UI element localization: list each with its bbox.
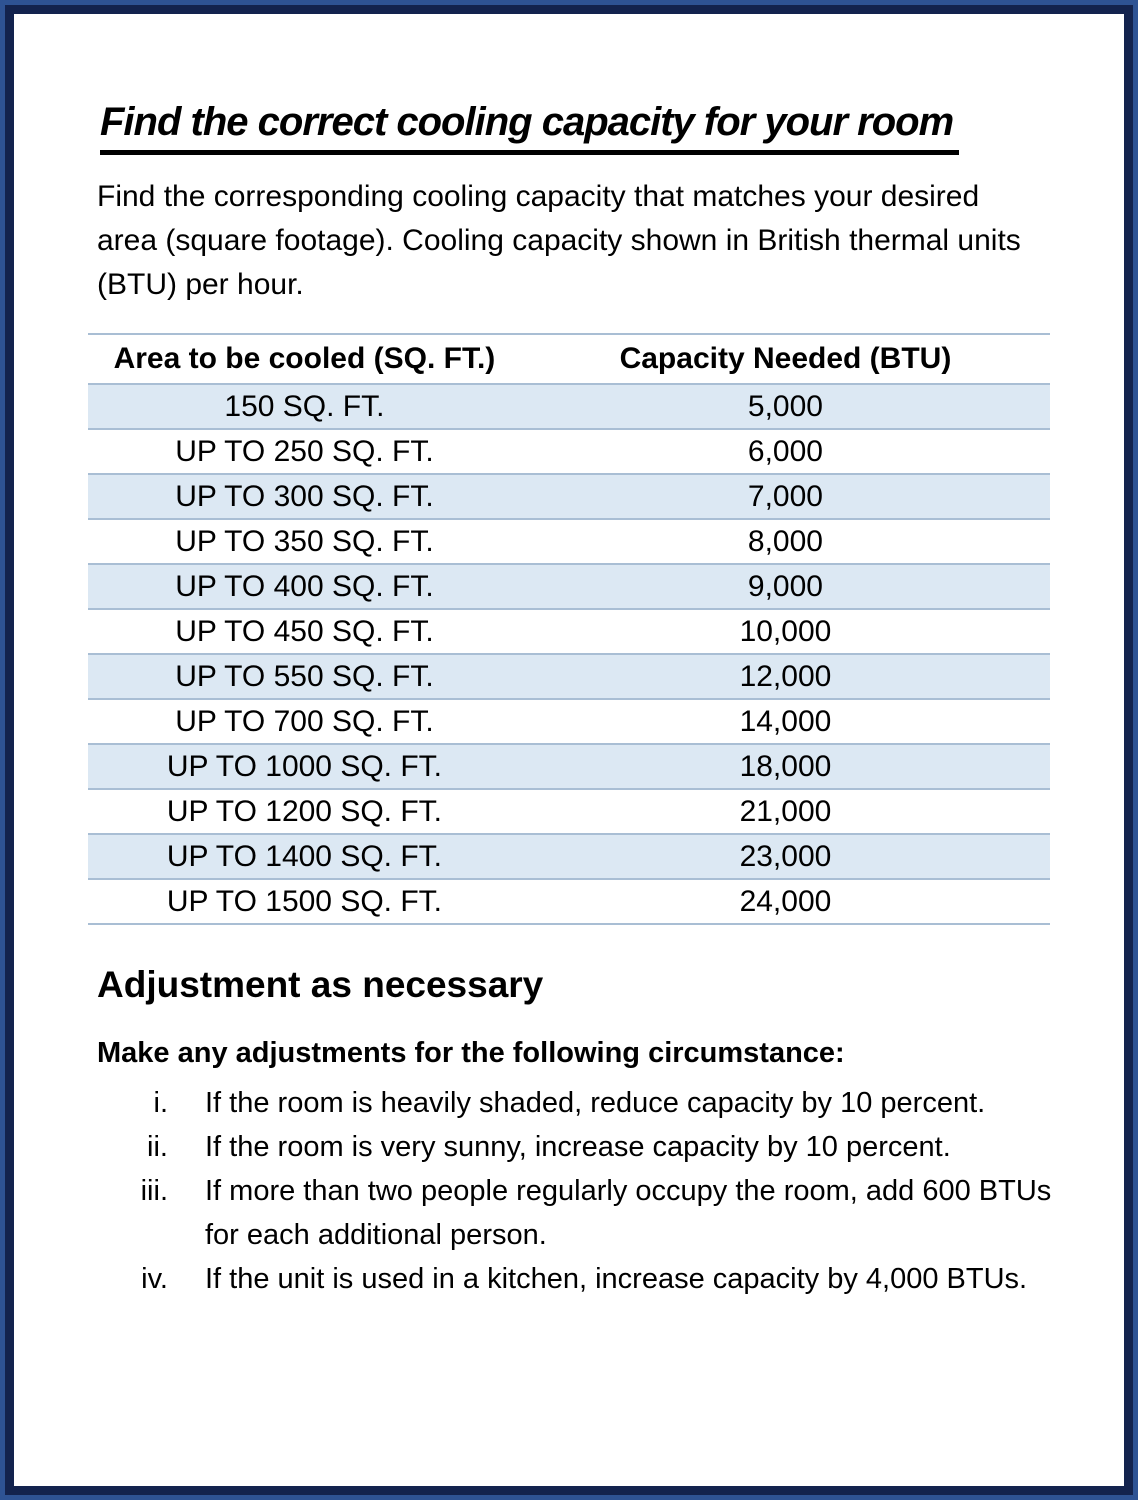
table-cell: UP TO 1200 SQ. FT. xyxy=(88,789,521,835)
list-item: i. If the room is heavily shaded, reduce … xyxy=(14,1081,1124,1125)
table-row: UP TO 250 SQ. FT. 6,000 xyxy=(88,429,1050,475)
table-row: UP TO 350 SQ. FT. 8,000 xyxy=(88,519,1050,565)
table-cell: 8,000 xyxy=(520,519,1050,565)
list-item-text: If the unit is used in a kitchen, increa… xyxy=(205,1263,1028,1295)
table-row: 150 SQ. FT. 5,000 xyxy=(88,384,1050,430)
table-cell: 18,000 xyxy=(520,744,1050,790)
list-numeral: ii. xyxy=(147,1131,168,1163)
table-row: UP TO 550 SQ. FT. 12,000 xyxy=(88,654,1050,700)
list-item-text: If more than two people regularly occupy… xyxy=(205,1175,1052,1251)
adjustment-list: i. If the room is heavily shaded, reduce … xyxy=(14,1081,1124,1301)
table-row: UP TO 300 SQ. FT. 7,000 xyxy=(88,474,1050,520)
table-cell: 6,000 xyxy=(520,429,1050,475)
table-cell: 24,000 xyxy=(520,879,1050,925)
table-row: UP TO 1500 SQ. FT. 24,000 xyxy=(88,879,1050,925)
list-item-text: If the room is heavily shaded, reduce ca… xyxy=(205,1087,986,1119)
table-header-row: Area to be cooled (SQ. FT.) Capacity Nee… xyxy=(88,333,1050,385)
table-row: UP TO 400 SQ. FT. 9,000 xyxy=(88,564,1050,610)
table-cell: 14,000 xyxy=(520,699,1050,745)
table-cell: UP TO 700 SQ. FT. xyxy=(88,699,521,745)
list-item: iv. If the unit is used in a kitchen, inc… xyxy=(14,1257,1124,1301)
table-cell: UP TO 250 SQ. FT. xyxy=(88,429,521,475)
page-frame-inner: Find the correct cooling capacity for yo… xyxy=(5,5,1133,1495)
table-row: UP TO 1000 SQ. FT. 18,000 xyxy=(88,744,1050,790)
table-cell: UP TO 350 SQ. FT. xyxy=(88,519,521,565)
intro-paragraph: Find the corresponding cooling capacity … xyxy=(97,180,1021,301)
table-cell: UP TO 300 SQ. FT. xyxy=(88,474,521,520)
table-header-area: Area to be cooled (SQ. FT.) xyxy=(88,333,521,385)
table-row: UP TO 1400 SQ. FT. 23,000 xyxy=(88,834,1050,880)
table-row: UP TO 700 SQ. FT. 14,000 xyxy=(88,699,1050,745)
table-cell: 9,000 xyxy=(520,564,1050,610)
table-header-capacity: Capacity Needed (BTU) xyxy=(520,333,1050,385)
list-numeral: iii. xyxy=(140,1175,168,1207)
table-cell: 10,000 xyxy=(520,609,1050,655)
page-title: Find the correct cooling capacity for yo… xyxy=(100,98,960,155)
list-item-text: If the room is very sunny, increase capa… xyxy=(205,1131,951,1163)
list-item: ii. If the room is very sunny, increase c… xyxy=(14,1125,1124,1169)
list-numeral: iv. xyxy=(141,1263,168,1295)
table-cell: 5,000 xyxy=(520,384,1050,430)
capacity-table: Area to be cooled (SQ. FT.) Capacity Nee… xyxy=(88,333,1050,925)
adjustment-lead: Make any adjustments for the following c… xyxy=(97,1037,845,1069)
table-cell: 21,000 xyxy=(520,789,1050,835)
adjustment-heading: Adjustment as necessary xyxy=(97,964,544,1005)
table-row: UP TO 450 SQ. FT. 10,000 xyxy=(88,609,1050,655)
table-cell: UP TO 550 SQ. FT. xyxy=(88,654,521,700)
table-cell: 7,000 xyxy=(520,474,1050,520)
table-cell: UP TO 1400 SQ. FT. xyxy=(88,834,521,880)
table-cell: UP TO 1000 SQ. FT. xyxy=(88,744,521,790)
list-item: iii. If more than two people regularly oc… xyxy=(14,1169,1124,1257)
list-numeral: i. xyxy=(153,1087,169,1119)
table-cell: 23,000 xyxy=(520,834,1050,880)
table-cell: UP TO 1500 SQ. FT. xyxy=(88,879,521,925)
table-cell: UP TO 400 SQ. FT. xyxy=(88,564,521,610)
table-cell: 150 SQ. FT. xyxy=(88,384,521,430)
table-cell: UP TO 450 SQ. FT. xyxy=(88,609,521,655)
table-cell: 12,000 xyxy=(520,654,1050,700)
table-row: UP TO 1200 SQ. FT. 21,000 xyxy=(88,789,1050,835)
